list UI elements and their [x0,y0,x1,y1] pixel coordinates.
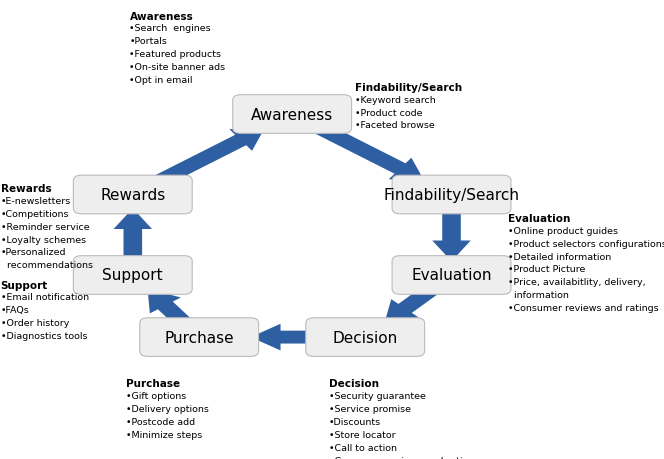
Text: •Product selectors configurations: •Product selectors configurations [508,239,664,248]
Text: •Gift options: •Gift options [126,392,187,401]
Text: •Search  engines: •Search engines [129,24,211,34]
FancyArrow shape [251,324,314,351]
Text: Evaluation: Evaluation [411,268,492,283]
Text: Awareness: Awareness [251,107,333,122]
Text: •Detailed information: •Detailed information [508,252,611,261]
Text: •Product Picture: •Product Picture [508,265,586,274]
Text: •Diagnostics tools: •Diagnostics tools [1,331,87,341]
Text: •Postcode add: •Postcode add [126,417,195,426]
Text: •Service promise: •Service promise [329,404,410,414]
Text: recommendations: recommendations [1,261,93,270]
Text: •Opt in email: •Opt in email [129,76,193,85]
FancyArrow shape [114,209,152,262]
FancyBboxPatch shape [74,176,193,214]
Text: •Price, availabitlity, delivery,: •Price, availabitlity, delivery, [508,278,645,287]
FancyBboxPatch shape [74,256,193,295]
Text: •Product code: •Product code [355,108,423,118]
Text: •Security guarantee: •Security guarantee [329,392,426,401]
Text: •Consumer reviews and ratings: •Consumer reviews and ratings [508,303,659,313]
FancyArrow shape [155,129,265,186]
Text: Purchase: Purchase [126,379,181,389]
Text: Rewards: Rewards [100,188,165,202]
Text: Decision: Decision [329,379,378,389]
FancyArrow shape [147,289,192,327]
Text: •Store locator: •Store locator [329,430,395,439]
Text: Purchase: Purchase [165,330,234,345]
Text: •Featured products: •Featured products [129,50,222,59]
Text: •Reminder service: •Reminder service [1,222,89,231]
Text: •Competitions: •Competitions [1,209,69,218]
Text: Rewards: Rewards [1,184,51,194]
Text: •Personalized: •Personalized [1,248,66,257]
Text: •Call to action: •Call to action [329,443,396,452]
Text: •Delivery options: •Delivery options [126,404,209,414]
Text: Findability/Search: Findability/Search [355,83,462,93]
FancyBboxPatch shape [139,318,259,357]
Text: Decision: Decision [333,330,398,345]
Text: •Loyalty schemes: •Loyalty schemes [1,235,86,244]
Text: •Keyword search: •Keyword search [355,95,436,105]
Text: information: information [508,291,569,300]
Text: Awareness: Awareness [129,11,193,22]
FancyArrow shape [384,285,439,324]
Text: •Online product guides: •Online product guides [508,226,618,235]
Text: Support: Support [1,280,48,290]
Text: •On-site banner ads: •On-site banner ads [129,63,226,72]
Text: •Order history: •Order history [1,319,69,328]
Text: •Consumer reviews and ratings: •Consumer reviews and ratings [329,456,479,459]
FancyArrow shape [432,209,471,262]
Text: Findability/Search: Findability/Search [384,188,519,202]
FancyBboxPatch shape [392,256,511,295]
FancyBboxPatch shape [305,318,425,357]
FancyBboxPatch shape [233,95,352,134]
Text: •E-newsletters: •E-newsletters [1,196,71,206]
Text: •Faceted browse: •Faceted browse [355,121,435,130]
Text: Support: Support [102,268,163,283]
Text: •Portals: •Portals [129,37,167,46]
Text: •Minimize steps: •Minimize steps [126,430,203,439]
Text: •FAQs: •FAQs [1,306,29,315]
Text: Evaluation: Evaluation [508,213,570,224]
Text: •Email notification: •Email notification [1,293,89,302]
FancyArrow shape [314,123,424,181]
FancyBboxPatch shape [392,176,511,214]
Text: •Discounts: •Discounts [329,417,381,426]
